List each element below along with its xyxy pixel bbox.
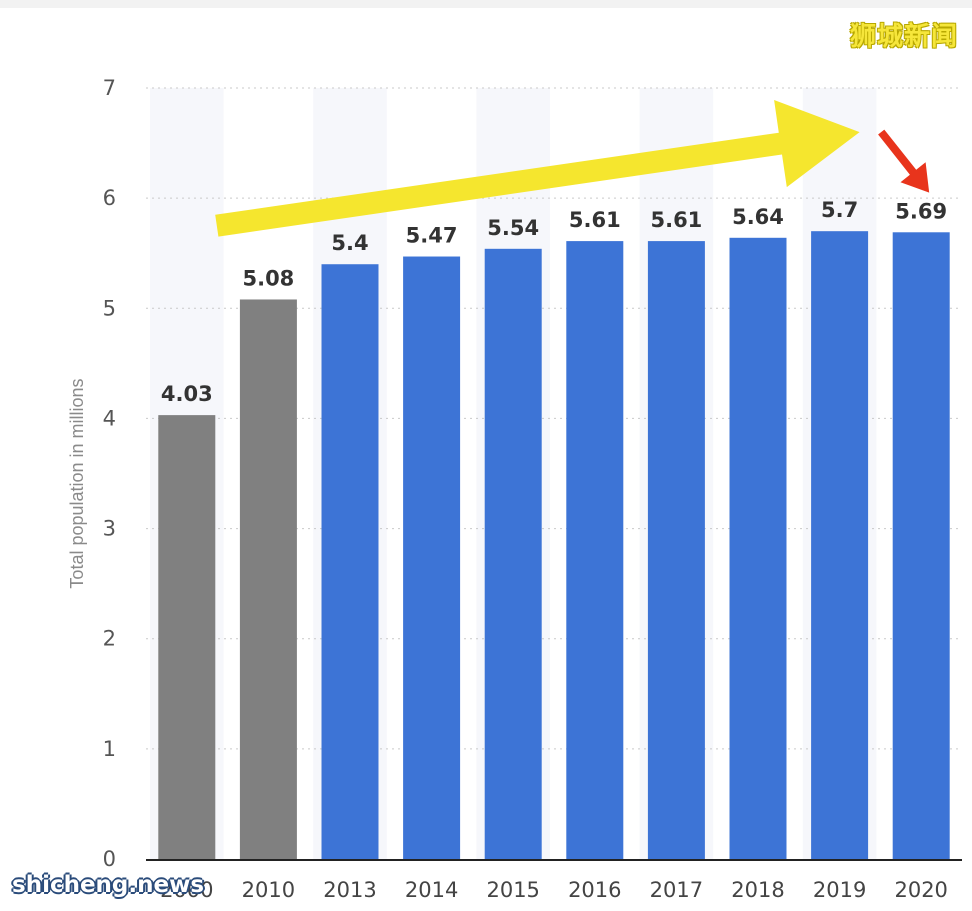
data-label: 5.54 [487,216,539,240]
y-tick-label: 6 [103,186,116,210]
y-tick-label: 1 [103,737,116,761]
bar-2015 [484,248,542,859]
data-label: 5.47 [406,224,458,248]
x-tick-label: 2010 [242,878,295,902]
top-strip [0,0,972,8]
data-label: 5.08 [242,266,294,290]
red-down-arrow [878,129,930,193]
x-tick-label: 2014 [405,878,458,902]
bar-2020 [892,232,950,860]
bars [158,231,950,860]
data-label: 5.61 [569,208,621,232]
yellow-trend-arrow [215,100,860,237]
x-tick-label: 2016 [568,878,621,902]
x-tick-label: 2015 [486,878,539,902]
data-labels: 4.03 5.08 5.4 5.47 5.54 5.61 5.61 5.64 5.7 5.69 [161,198,947,406]
x-axis-ticks: 2000 2010 2013 2014 2015 2016 2017 2018 2019 2020 [160,878,948,902]
bar-2014 [403,256,461,860]
x-tick-label: 2018 [731,878,784,902]
y-tick-label: 2 [103,627,116,651]
x-tick-label: 2017 [650,878,703,902]
data-label: 5.61 [650,208,702,232]
x-tick-label: 2000 [160,878,213,902]
data-label: 5.64 [732,205,784,229]
y-tick-label: 7 [103,76,116,100]
annotation-arrows [215,100,930,237]
x-tick-label: 2019 [813,878,866,902]
bar-2016 [566,241,624,859]
bar-2013 [321,264,379,859]
x-tick-label: 2013 [323,878,376,902]
watermark-top-right: 狮城新闻 [849,22,958,52]
y-tick-label: 4 [103,406,116,430]
data-label: 5.4 [331,231,368,255]
y-tick-label: 3 [103,517,116,541]
x-tick-label: 2020 [894,878,947,902]
y-axis-ticks: 0 1 2 3 4 5 6 7 [103,76,116,871]
data-label: 5.69 [895,199,947,223]
y-axis-label: Total population in millions [67,378,87,588]
bar-2019 [811,231,869,859]
bar-2010 [239,299,297,860]
data-label: 5.7 [821,198,858,222]
y-tick-label: 0 [103,847,116,871]
watermark-bottom-left: shicheng.news [12,872,205,898]
bar-2018 [729,237,787,859]
bar-2000 [158,415,216,859]
data-label: 4.03 [161,382,213,406]
bar-2017 [647,241,705,859]
y-tick-label: 5 [103,296,116,320]
